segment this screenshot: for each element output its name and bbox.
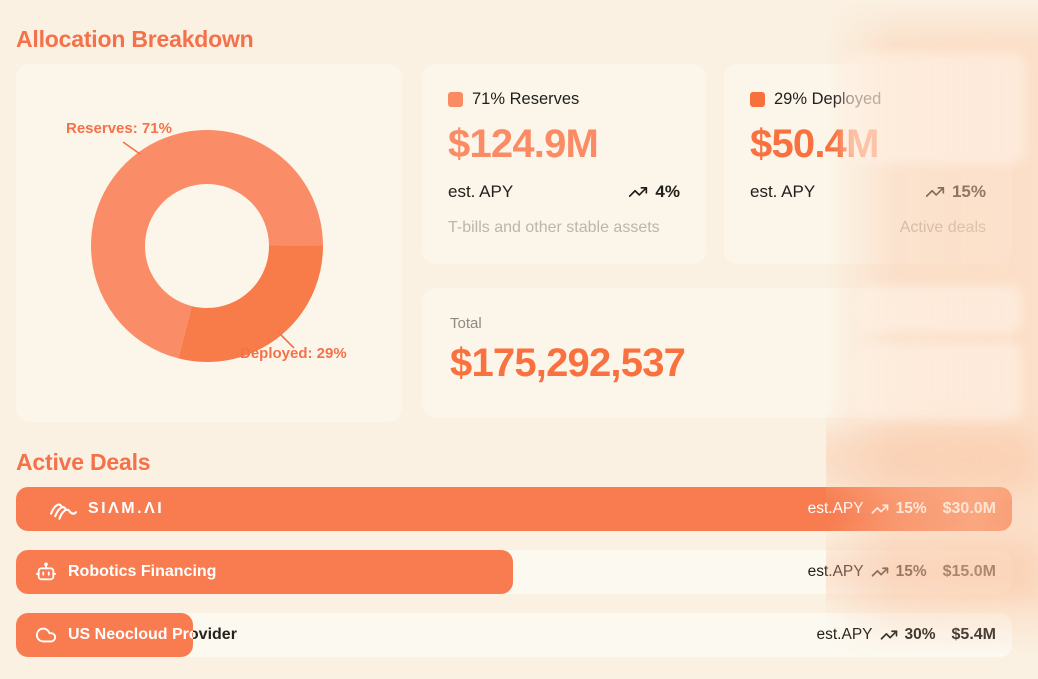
donut-segment-deployed[interactable] — [91, 130, 323, 362]
deployed-swatch-icon — [750, 92, 765, 107]
donut-callout-lines — [122, 141, 295, 349]
deployed-amount: $50.4M — [750, 122, 879, 166]
deal-fill-bar: US Neocloud Provider — [16, 613, 194, 657]
deal-row-robotics-financing[interactable]: Robotics Financing Robotics Financing es… — [16, 550, 1012, 594]
trending-up-icon — [871, 567, 888, 577]
reserves-apy-value: 4% — [655, 182, 680, 201]
reserves-caption: T-bills and other stable assets — [448, 219, 660, 236]
trending-up-icon — [629, 187, 648, 197]
glow-streak — [796, 430, 1038, 490]
reserves-apy-label: est. APY — [448, 182, 514, 201]
reserves-legend-label: 71% Reserves — [472, 90, 580, 108]
deal-row-siam-ai[interactable]: SIΛM.ΛI SIΛM.ΛI est.APY 15% $30.0M — [16, 487, 1012, 531]
allocation-breakdown-title: Allocation Breakdown — [16, 26, 254, 52]
deployed-stat-card: 29% Deployed $50.4M est. APY 15% Active … — [724, 64, 1012, 264]
total-card: Total $175,292,537 — [422, 288, 1012, 418]
reserves-stat-card: 71% Reserves $124.9M est. APY 4% T-bills… — [422, 64, 706, 264]
active-deals-title: Active Deals — [16, 449, 151, 475]
waves-logo-icon — [50, 503, 77, 520]
deal-apy-amount: est.APY 15% $30.0M — [807, 500, 996, 517]
deal-name: SIΛM.ΛI — [16, 487, 1012, 531]
deal-apy-amount: est.APY 15% $15.0M — [807, 563, 996, 580]
deployed-caption: Active deals — [899, 219, 986, 236]
deployed-apy-value: 15% — [951, 182, 986, 201]
total-label: Total — [450, 315, 482, 332]
robot-icon — [35, 562, 57, 581]
total-value: $175,292,537 — [450, 341, 686, 385]
donut-label-deployed: Deployed: 29% — [240, 345, 347, 362]
deployed-apy-label: est. APY — [750, 182, 816, 201]
deal-name: Robotics Financing — [16, 550, 513, 594]
reserves-amount: $124.9M — [448, 122, 599, 166]
deal-fill-bar: Robotics Financing — [16, 550, 513, 594]
donut-chart[interactable] — [87, 126, 327, 366]
trending-up-icon — [880, 630, 897, 640]
donut-label-reserves: Reserves: 71% — [66, 120, 172, 137]
allocation-donut-card: Reserves: 71% Deployed: 29% — [16, 64, 402, 422]
cloud-icon — [35, 627, 57, 643]
deal-apy-amount: est.APY 30% $5.4M — [816, 626, 997, 643]
trending-up-icon — [871, 504, 888, 514]
deal-row-us-neocloud-provider[interactable]: US Neocloud Provider US Neocloud Provide… — [16, 613, 1012, 657]
deployed-legend-label: 29% Deployed — [774, 90, 882, 108]
reserves-swatch-icon — [448, 92, 463, 107]
deal-name: US Neocloud Provider — [16, 613, 193, 657]
trending-up-icon — [925, 187, 945, 197]
